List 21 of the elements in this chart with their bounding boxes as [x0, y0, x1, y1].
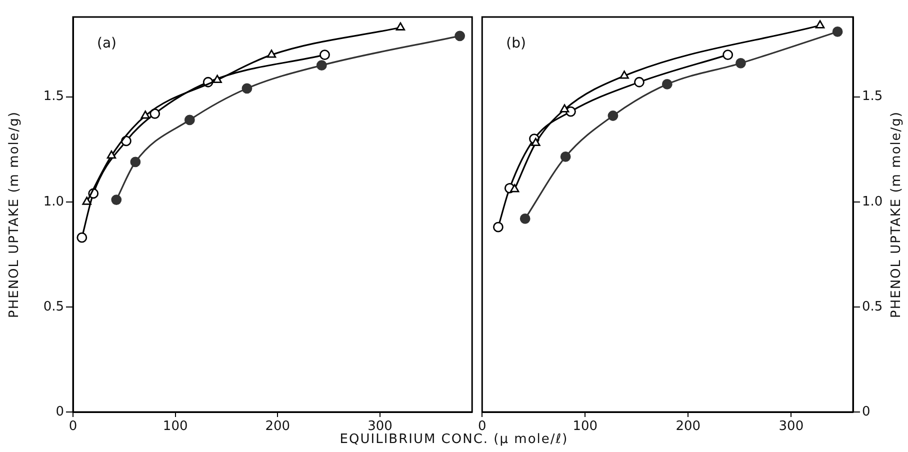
x-tick-label: 200: [676, 419, 701, 434]
x-tick-label: 300: [778, 419, 804, 434]
x-tick-label: 200: [265, 419, 290, 434]
annotation: (a): [97, 36, 117, 52]
x-tick-label: 100: [162, 419, 188, 434]
y-tick-label: 0: [56, 404, 64, 420]
x-axis-title: EQUILIBRIUM CONC. (μ mole/ℓ): [340, 432, 568, 447]
x-tick-label: 100: [572, 419, 598, 434]
y2-tick-label: 0.5: [862, 299, 883, 314]
y-tick-label: 0.5: [43, 299, 64, 314]
y2-tick-label: 1.0: [862, 194, 883, 210]
y2-axis-title: PHENOL UPTAKE (m mole/g): [888, 110, 904, 318]
x-tick-label: 0: [478, 419, 486, 434]
y-axis-title: PHENOL UPTAKE (m mole/g): [6, 110, 22, 318]
y2-tick-label: 0: [862, 404, 870, 420]
x-tick-label: 0: [68, 419, 78, 434]
x-tick-label: 300: [368, 419, 392, 434]
annotation: (b): [506, 36, 526, 52]
y-tick-label: 1.5: [43, 89, 64, 104]
y-tick-label: 1.0: [43, 194, 64, 210]
y2-tick-label: 1.5: [862, 89, 883, 104]
